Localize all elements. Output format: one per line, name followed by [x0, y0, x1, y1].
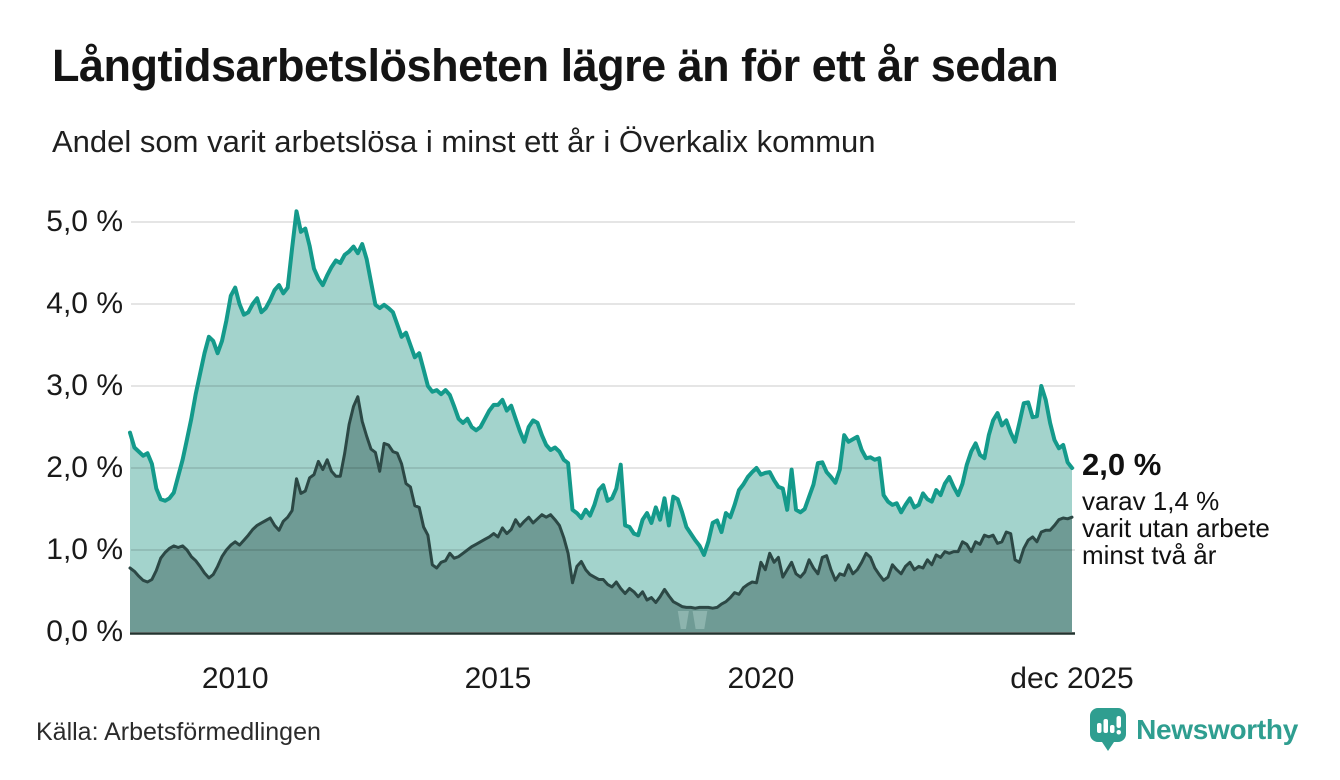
y-tick-label: 0,0 % — [46, 615, 123, 648]
y-tick-label: 4,0 % — [46, 287, 123, 320]
y-tick-label: 5,0 % — [46, 205, 123, 238]
newsworthy-logo-text: Newsworthy — [1136, 714, 1298, 745]
y-tick-label: 3,0 % — [46, 369, 123, 402]
newsworthy-logo-icon — [1090, 708, 1127, 751]
line-minst-tva-ar — [128, 395, 1074, 610]
page-title: Långtidsarbetslösheten lägre än för ett … — [52, 40, 1059, 91]
annotation-line-2: varit utan arbete — [1082, 513, 1270, 543]
end-value-total: 2,0 % — [1082, 447, 1162, 482]
x-tick-label: 2015 — [464, 662, 532, 695]
page-subtitle: Andel som varit arbetslösa i minst ett å… — [52, 124, 876, 159]
y-tick-label: 2,0 % — [46, 451, 123, 484]
data-gap-marker — [692, 611, 708, 629]
annotation-line-1: varav 1,4 % — [1082, 486, 1220, 516]
end-value-annotation: 2,0 % varav 1,4 % varit utan arbete mins… — [1082, 448, 1270, 569]
source-note: Källa: Arbetsförmedlingen — [36, 718, 321, 746]
line-minst-ett-ar — [128, 209, 1074, 557]
area-minst-tva-ar — [130, 396, 1072, 632]
newsworthy-logo: Newsworthy — [1090, 708, 1298, 752]
x-tick-label: 2010 — [201, 662, 269, 695]
data-gap-marker — [677, 611, 689, 629]
x-tick-label: dec 2025 — [1010, 662, 1134, 695]
x-tick-label: 2020 — [727, 662, 795, 695]
annotation-line-3: minst två år — [1082, 540, 1217, 570]
y-tick-label: 1,0 % — [46, 533, 123, 566]
end-value-detail: varav 1,4 % varit utan arbete minst två … — [1082, 488, 1270, 569]
